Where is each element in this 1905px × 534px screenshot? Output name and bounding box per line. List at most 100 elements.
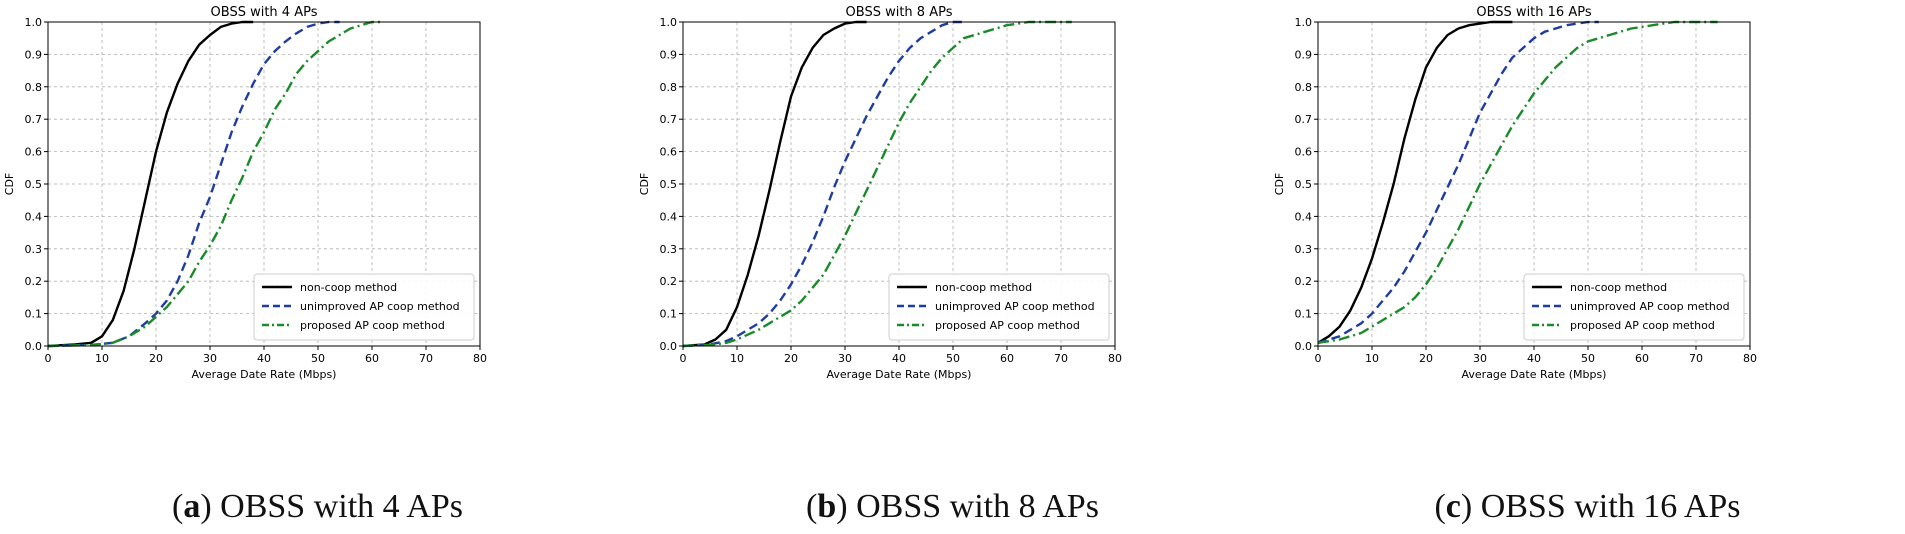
x-tick-label: 70 [1054,352,1068,365]
chart-title: OBSS with 16 APs [1476,5,1591,20]
legend-box [1523,273,1745,341]
chart-title: OBSS with 8 APs [846,5,953,20]
x-tick-label: 20 [784,352,798,365]
panel-b: 0 10 20 30 40 50 60 70 80 0.0 0.1 0.2 0.3 0.4 0.5 0.6 0.… [635,0,1270,534]
x-tick-label: 40 [892,352,906,365]
series-line-non-coop-method [682,20,867,348]
y-tick-label: 0.4 [1295,210,1313,223]
grid [47,21,481,347]
y-tick-label: 0.4 [25,210,43,223]
legend-label-non-coop-method: non-coop method [935,281,1032,294]
legend: non-coop method unimproved AP coop method… [253,273,475,341]
y-tick-label: 1.0 [1295,16,1313,29]
legend-label-non-coop-method: non-coop method [300,281,397,294]
x-tick-label: 50 [311,352,325,365]
x-tick-label: 40 [257,352,271,365]
series-line-proposed-ap-coop-method [47,20,383,348]
chart-obss-4-aps: 0 10 20 30 40 50 60 70 80 0.0 0.1 0.2 0.3 0.4 0.5 0.6 0.… [3,5,487,381]
legend-label-proposed-ap-coop-method: proposed AP coop method [300,319,445,332]
chart-obss-8-aps: 0 10 20 30 40 50 60 70 80 0.0 0.1 0.2 0.3 0.4 0.5 0.6 0.… [638,5,1122,381]
x-tick-label: 60 [365,352,379,365]
y-tick-label: 0.9 [25,48,43,61]
series-line-non-coop-method [47,20,254,348]
y-tick-label: 0.8 [25,81,43,94]
caption-a-letter: a [183,488,201,525]
x-tick-label: 50 [946,352,960,365]
series-line-proposed-ap-coop-method [682,20,1072,348]
x-tick-label: 70 [1689,352,1703,365]
x-tick-label: 0 [1315,352,1322,365]
y-tick-label: 1.0 [25,16,43,29]
y-tick-label: 0.3 [1295,243,1313,256]
y-tick-label: 0.8 [1295,81,1313,94]
y-tick-label: 0.9 [1295,48,1313,61]
legend-label-unimproved-ap-coop-method: unimproved AP coop method [300,300,460,313]
y-tick-label: 0.0 [1295,340,1313,353]
y-tick-label: 0.7 [1295,113,1313,126]
y-tick-label: 0.2 [1295,275,1313,288]
caption-c-text: OBSS with 16 APs [1480,488,1741,525]
panel-a: 0 10 20 30 40 50 60 70 80 0.0 0.1 0.2 0.3 0.4 0.5 0.6 0.… [0,0,635,534]
y-tick-label: 0.6 [1295,146,1313,159]
y-axis-label: CDF [3,173,16,195]
y-tick-label: 0.0 [660,340,678,353]
legend-label-non-coop-method: non-coop method [1570,281,1667,294]
series-line-unimproved-ap-coop-method [47,20,340,348]
x-tick-label: 80 [1743,352,1757,365]
x-tick-label: 80 [473,352,487,365]
y-tick-label: 1.0 [660,16,678,29]
y-tick-label: 0.5 [1295,178,1313,191]
caption-a-text: OBSS with 4 APs [220,488,463,525]
x-tick-label: 80 [1108,352,1122,365]
x-tick-label: 0 [45,352,52,365]
y-tick-label: 0.7 [25,113,43,126]
y-tick-label: 0.5 [25,178,43,191]
y-tick-label: 0.7 [660,113,678,126]
caption-b-letter: b [817,488,837,525]
y-tick-label: 0.1 [25,308,43,321]
chart-obss-16-aps: 0 10 20 30 40 50 60 70 80 0.0 0.1 0.2 0.3 0.4 0.5 0.6 0.… [1273,5,1757,381]
legend: non-coop method unimproved AP coop method… [1523,273,1745,341]
y-axis-label: CDF [638,173,651,195]
x-tick-label: 20 [1419,352,1433,365]
x-tick-label: 50 [1581,352,1595,365]
legend: non-coop method unimproved AP coop method… [888,273,1110,341]
legend-box [888,273,1110,341]
x-tick-label: 70 [419,352,433,365]
y-tick-label: 0.6 [660,146,678,159]
x-tick-label: 10 [730,352,744,365]
y-tick-label: 0.3 [660,243,678,256]
caption-b: (b) OBSS with 8 APs [806,488,1099,525]
series-line-non-coop-method [1317,20,1513,344]
y-tick-label: 0.1 [1295,308,1313,321]
x-tick-label: 30 [203,352,217,365]
y-tick-label: 0.5 [660,178,678,191]
legend-label-unimproved-ap-coop-method: unimproved AP coop method [935,300,1095,313]
x-tick-label: 30 [1473,352,1487,365]
legend-label-proposed-ap-coop-method: proposed AP coop method [935,319,1080,332]
caption-c-letter: c [1445,488,1461,525]
x-tick-label: 30 [838,352,852,365]
caption-a: (a) OBSS with 4 APs [172,488,463,525]
y-tick-label: 0.2 [660,275,678,288]
series-line-proposed-ap-coop-method [1317,20,1718,344]
y-tick-label: 0.6 [25,146,43,159]
y-tick-label: 0.8 [660,81,678,94]
x-axis-label: Average Date Rate (Mbps) [1462,368,1607,381]
legend-label-proposed-ap-coop-method: proposed AP coop method [1570,319,1715,332]
chart-title: OBSS with 4 APs [211,5,318,20]
y-axis-label: CDF [1273,173,1286,195]
x-axis-label: Average Date Rate (Mbps) [827,368,972,381]
panel-c: 0 10 20 30 40 50 60 70 80 0.0 0.1 0.2 0.3 0.4 0.5 0.6 0.… [1270,0,1905,534]
y-tick-label: 0.2 [25,275,43,288]
legend-box [253,273,475,341]
caption-c: (c) OBSS with 16 APs [1434,488,1741,525]
x-tick-label: 0 [680,352,687,365]
x-tick-label: 40 [1527,352,1541,365]
y-tick-label: 0.0 [25,340,43,353]
legend-label-unimproved-ap-coop-method: unimproved AP coop method [1570,300,1730,313]
x-tick-label: 60 [1635,352,1649,365]
series-line-unimproved-ap-coop-method [682,20,964,348]
y-tick-label: 0.4 [660,210,678,223]
